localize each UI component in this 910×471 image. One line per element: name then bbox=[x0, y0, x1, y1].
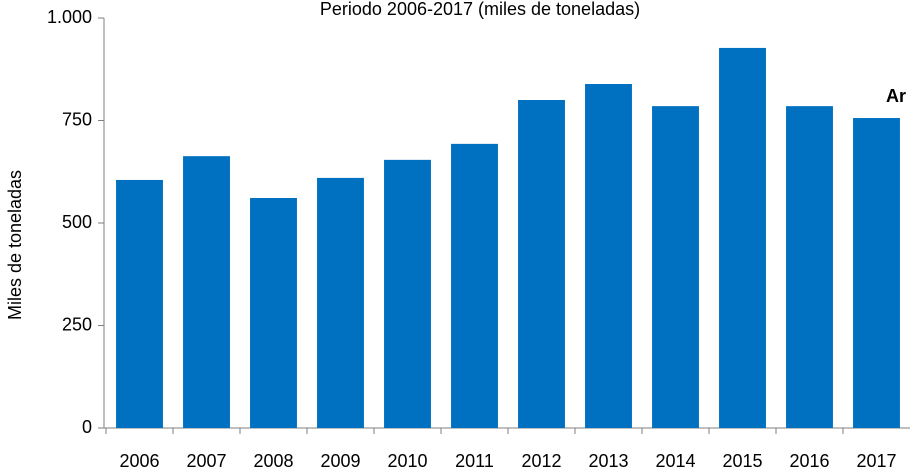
x-tick-label: 2009 bbox=[320, 451, 360, 471]
y-axis-label: Miles de toneladas bbox=[5, 170, 25, 320]
bar bbox=[317, 177, 364, 428]
x-tick-label: 2015 bbox=[722, 451, 762, 471]
bar bbox=[183, 156, 230, 429]
x-tick-label: 2012 bbox=[521, 451, 561, 471]
x-tick-label: 2014 bbox=[655, 451, 695, 471]
y-tick-label: 750 bbox=[62, 109, 92, 129]
x-tick-label: 2016 bbox=[789, 451, 829, 471]
bar bbox=[250, 197, 297, 428]
chart-title: Periodo 2006-2017 (miles de toneladas) bbox=[320, 0, 640, 19]
x-tick-label: 2011 bbox=[455, 451, 494, 471]
bar bbox=[384, 159, 431, 429]
x-tick-label: 2017 bbox=[856, 451, 896, 471]
bar bbox=[518, 100, 565, 428]
annotation: Ar bbox=[886, 86, 906, 106]
y-tick-label: 0 bbox=[82, 417, 92, 437]
bar bbox=[786, 106, 833, 429]
x-tick-label: 2008 bbox=[253, 451, 293, 471]
bar bbox=[652, 106, 699, 429]
bar bbox=[719, 47, 766, 429]
y-tick-label: 500 bbox=[62, 212, 92, 232]
bar bbox=[451, 143, 498, 428]
bar bbox=[853, 118, 900, 428]
bar bbox=[116, 179, 163, 428]
x-tick-label: 2007 bbox=[186, 451, 226, 471]
x-tick-label: 2006 bbox=[119, 451, 159, 471]
x-tick-label: 2010 bbox=[387, 451, 427, 471]
x-tick-label: 2013 bbox=[588, 451, 628, 471]
y-tick-label: 1.000 bbox=[47, 7, 92, 27]
bar bbox=[585, 84, 632, 428]
y-tick-label: 250 bbox=[62, 314, 92, 334]
